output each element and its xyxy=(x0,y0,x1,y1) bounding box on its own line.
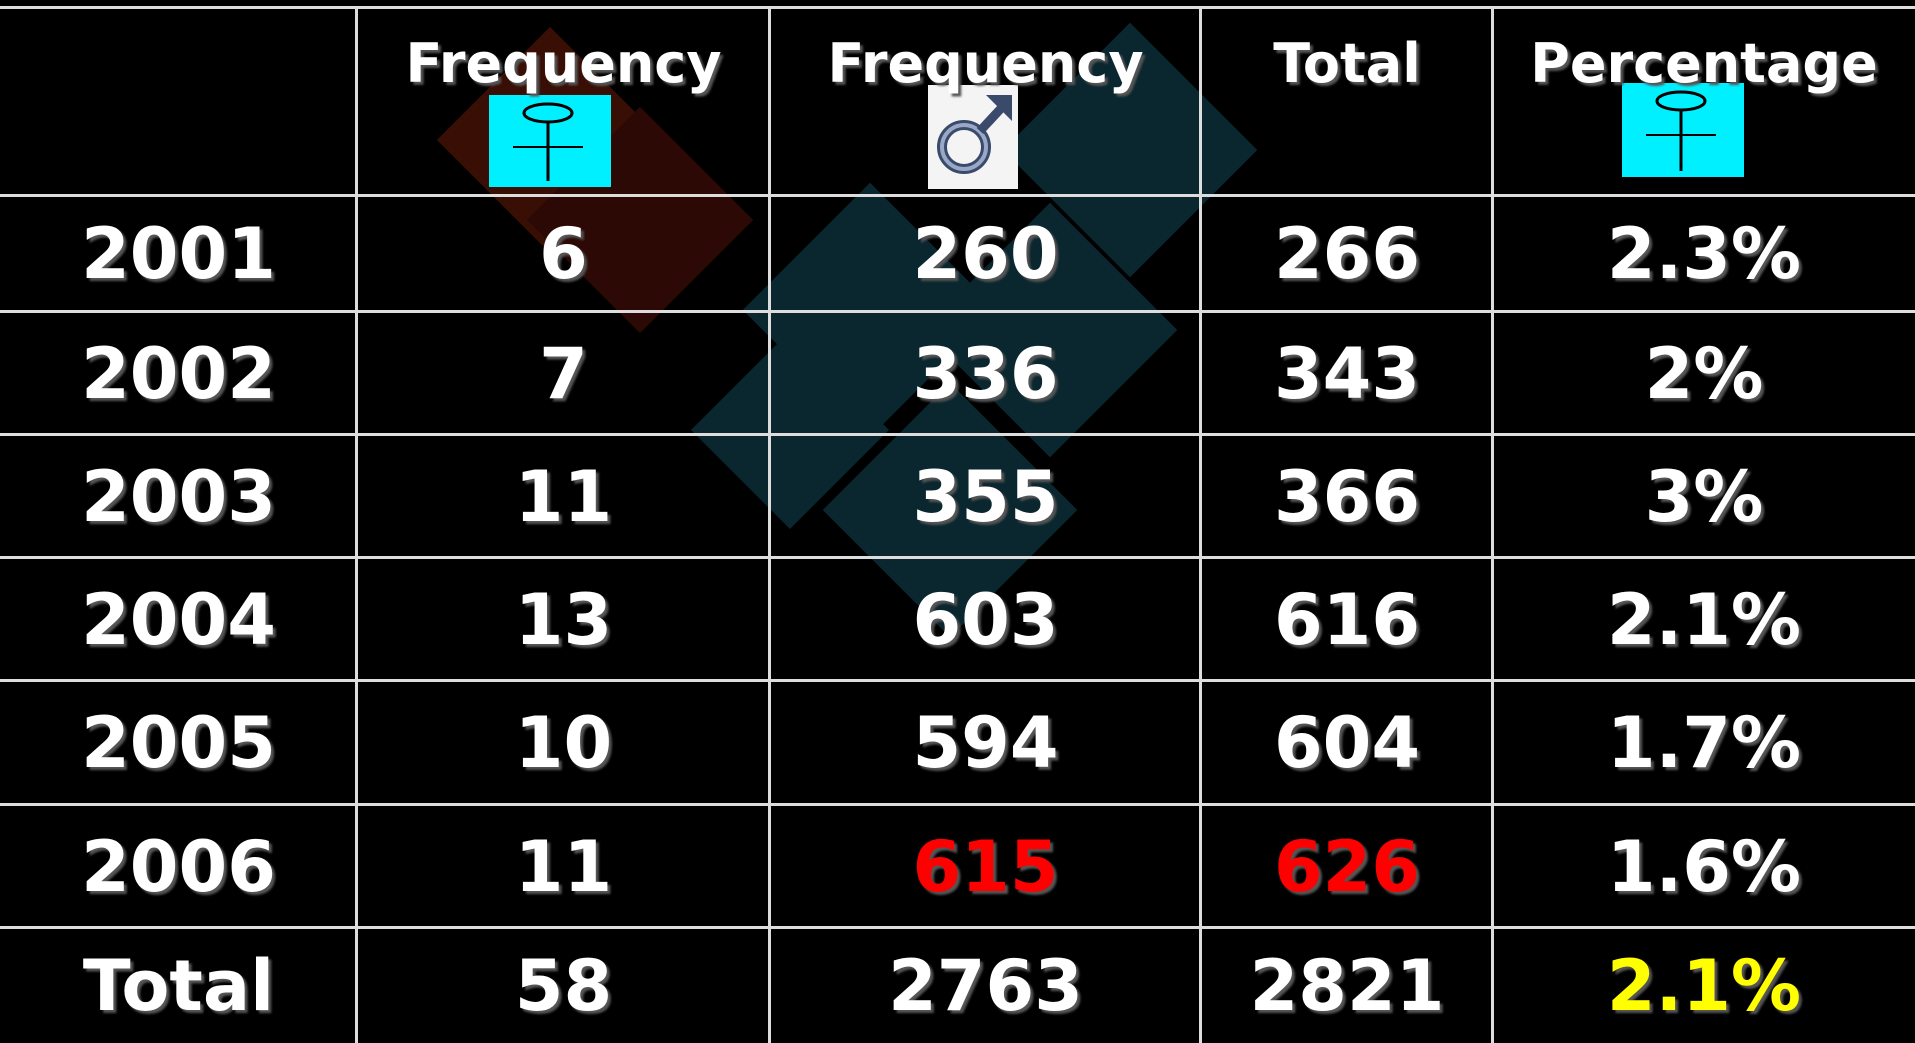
table-cell: 6 xyxy=(539,213,588,295)
rule xyxy=(0,803,1915,806)
rule xyxy=(355,8,358,1043)
table-cell: 366 xyxy=(1273,455,1421,538)
table-cell: 58 xyxy=(514,944,613,1027)
table-cell: 260 xyxy=(912,213,1059,295)
table-cell: 3% xyxy=(1644,455,1764,538)
table-cell: 1.7% xyxy=(1606,702,1802,784)
table-cell: 266 xyxy=(1273,213,1421,295)
rule xyxy=(0,194,1915,197)
table-cell: 2.3% xyxy=(1606,213,1802,295)
table-cell: 603 xyxy=(912,578,1059,661)
table-cell: 616 xyxy=(1273,578,1421,661)
male-icon xyxy=(928,85,1018,189)
header-cell: Total xyxy=(1273,32,1421,95)
table-cell: 13 xyxy=(514,578,613,661)
header-cell: Percentage xyxy=(1530,32,1878,95)
header-cell: Frequency xyxy=(827,32,1144,95)
table-cell: 604 xyxy=(1273,702,1421,784)
row-label: 2003 xyxy=(81,455,276,538)
header-cell: Frequency xyxy=(405,32,722,95)
row-label: 2001 xyxy=(81,213,276,295)
rule xyxy=(0,6,1915,9)
table-cell: 615 xyxy=(912,825,1059,908)
table-cell: 1.6% xyxy=(1606,825,1802,908)
row-label: 2005 xyxy=(81,702,276,784)
rule xyxy=(1199,8,1202,1043)
table-cell: 2.1% xyxy=(1606,578,1802,661)
row-label: 2004 xyxy=(81,578,276,661)
table-cell: 343 xyxy=(1273,332,1421,415)
table-cell: 2.1% xyxy=(1606,944,1802,1027)
female-icon xyxy=(489,95,611,187)
row-label: Total xyxy=(82,944,275,1027)
table-cell: 2763 xyxy=(888,944,1083,1027)
rule xyxy=(0,926,1915,929)
table-cell: 2821 xyxy=(1249,944,1445,1027)
row-label: 2002 xyxy=(81,332,276,415)
table-cell: 626 xyxy=(1273,825,1421,908)
rule xyxy=(0,433,1915,436)
table-cell: 594 xyxy=(912,702,1059,784)
row-label: 2006 xyxy=(81,825,276,908)
rule xyxy=(0,679,1915,682)
table-cell: 11 xyxy=(514,825,613,908)
table-cell: 11 xyxy=(514,455,613,538)
rule xyxy=(768,8,771,1043)
table-cell: 2% xyxy=(1644,332,1764,415)
table-cell: 336 xyxy=(912,332,1059,415)
table-cell: 7 xyxy=(539,332,588,415)
rule xyxy=(0,310,1915,313)
table-cell: 10 xyxy=(514,702,613,784)
rule xyxy=(1491,8,1494,1043)
table-cell: 355 xyxy=(912,455,1059,538)
rule xyxy=(0,556,1915,559)
female-icon xyxy=(1622,83,1744,177)
